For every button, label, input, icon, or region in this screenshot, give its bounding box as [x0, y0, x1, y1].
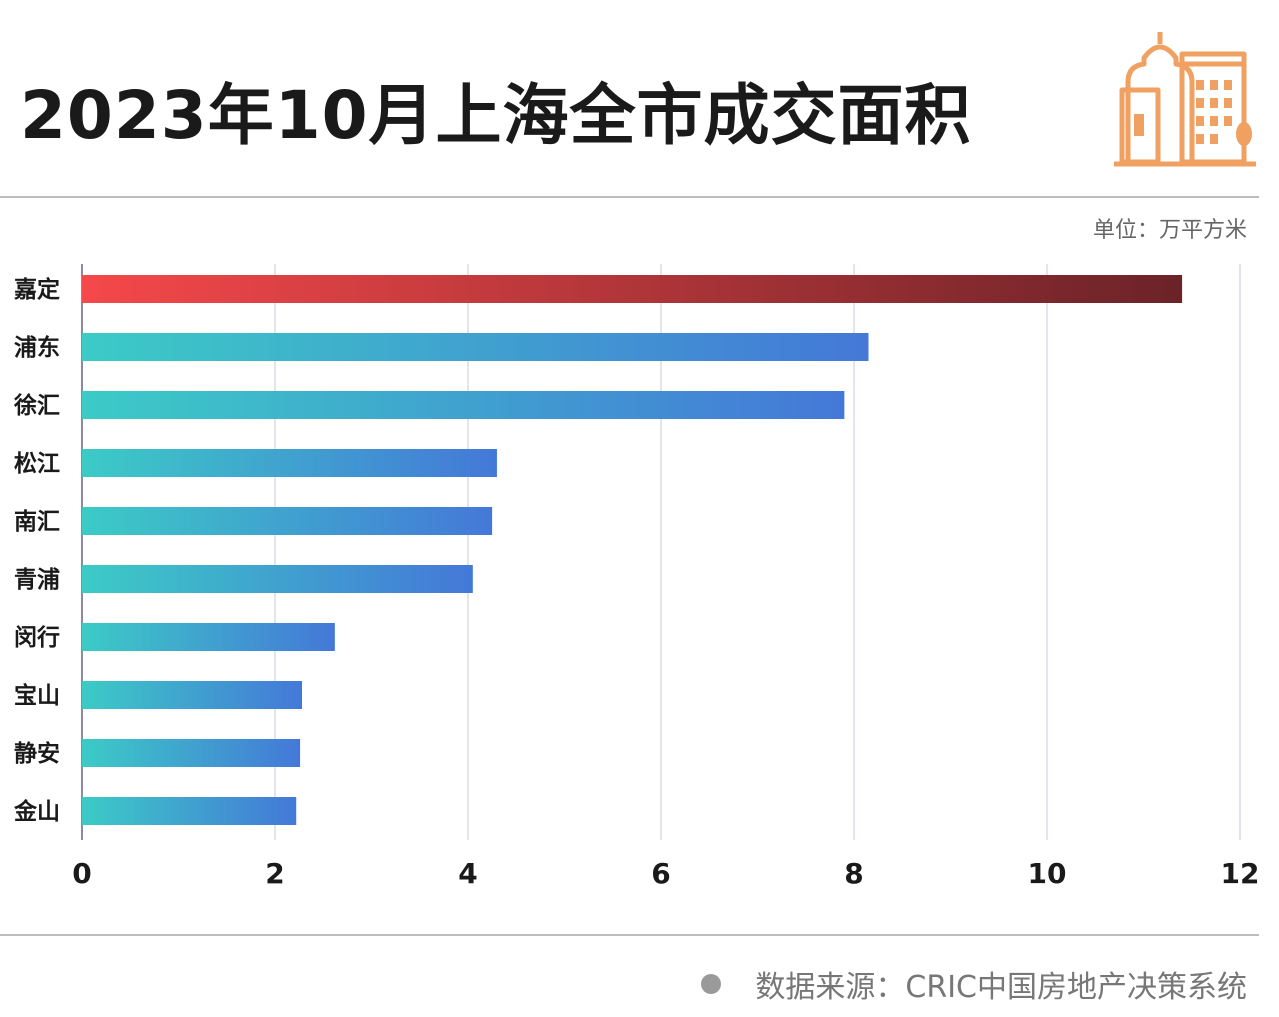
footer-divider [0, 934, 1259, 936]
x-tick-label: 10 [1028, 857, 1067, 890]
x-tick-label: 2 [265, 857, 284, 890]
bar-8 [82, 681, 303, 709]
x-tick-labels: 0 2 4 6 8 10 12 [72, 857, 1259, 890]
x-tick-label: 12 [1221, 857, 1260, 890]
category-label: 青浦 [14, 566, 60, 593]
x-tick-label: 6 [651, 857, 670, 890]
bar-7 [82, 623, 335, 651]
page-title: 2023年10月上海全市成交面积 [20, 77, 972, 154]
category-label: 金山 [13, 798, 60, 825]
category-label: 南汇 [14, 509, 60, 535]
header-divider [0, 196, 1259, 198]
building-icon [1114, 32, 1256, 167]
bar-2 [82, 333, 869, 361]
bar-5 [82, 507, 493, 535]
bullet-dot [701, 974, 722, 994]
category-label: 静安 [14, 740, 60, 767]
bar-4 [82, 449, 497, 477]
bar-1 [82, 275, 1183, 303]
bar-10 [82, 797, 297, 825]
bars [82, 275, 1183, 825]
x-tick-label: 0 [72, 857, 91, 890]
category-label: 嘉定 [14, 276, 60, 303]
category-label: 徐汇 [13, 392, 60, 419]
category-label: 松江 [14, 451, 60, 477]
bar-6 [82, 565, 473, 593]
bar-3 [82, 391, 845, 419]
category-label: 浦东 [14, 334, 60, 361]
category-label: 闵行 [14, 624, 60, 651]
x-tick-label: 8 [844, 857, 863, 890]
x-tick-label: 4 [458, 857, 477, 890]
source-text: 数据来源：CRIC中国房地产决策系统 [755, 970, 1247, 1005]
category-label: 宝山 [14, 682, 60, 709]
source-note: 数据来源：CRIC中国房地产决策系统 [701, 962, 1247, 1006]
unit-label: 单位：万平方米 [1092, 218, 1247, 243]
bar-9 [82, 739, 301, 767]
